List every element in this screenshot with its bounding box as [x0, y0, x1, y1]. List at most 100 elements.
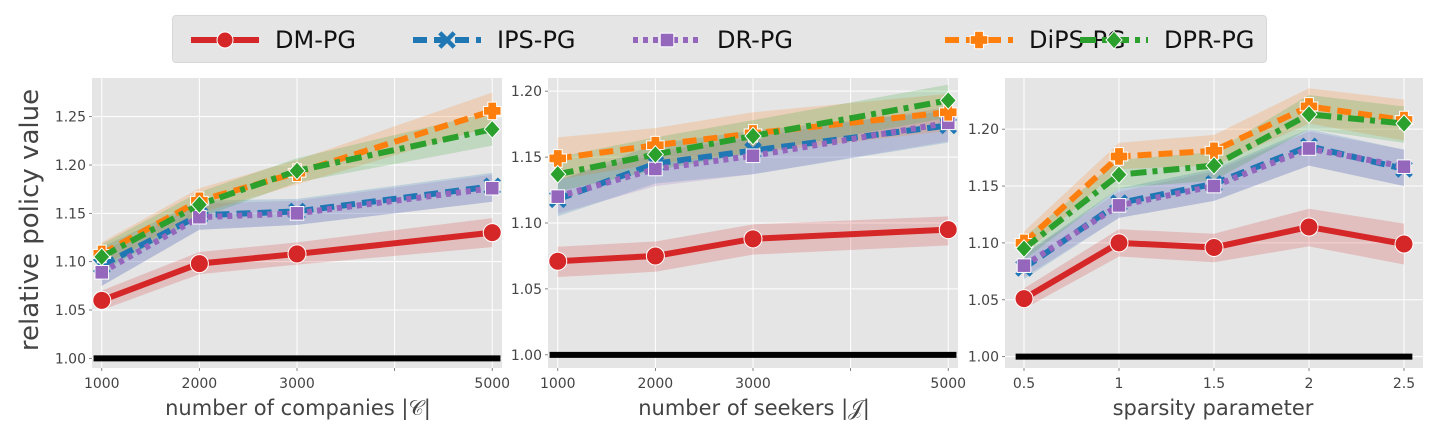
confidence-band-dpr-pg [101, 111, 493, 272]
y-tick-label: 1.10 [968, 236, 999, 252]
data-point-dm-pg [287, 244, 307, 264]
data-point-dpr-pg [1110, 165, 1128, 185]
x-tick-label: 5000 [474, 376, 510, 392]
data-point-dpr-pg [549, 164, 567, 184]
data-point-dips-pg [548, 149, 568, 168]
data-point-dr-pg [1111, 198, 1127, 213]
data-point-dr-pg [1396, 159, 1412, 175]
confidence-band-dips-pg [1024, 88, 1404, 255]
panel-3: 0.5 1 1.5 2 2.5 1.00 1.05 1.10 1.15 1.20 [968, 78, 1423, 392]
confidence-band-ips-pg [1024, 129, 1404, 280]
y-tick-label: 1.15 [511, 150, 542, 166]
data-point-dr-pg [1301, 141, 1317, 156]
series-line-dpr-pg [1022, 111, 1405, 251]
data-point-dpr-pg [93, 247, 111, 267]
data-point-dm-pg [1299, 217, 1319, 237]
data-point-dm-pg [1394, 234, 1414, 254]
data-point-dm-pg [938, 220, 958, 240]
legend-item-dm-pg: DM-PG [189, 16, 356, 64]
legend-item-dips-pg: DiPS-PG [943, 16, 1126, 64]
x-marker-icon [413, 31, 481, 49]
x-tick-label: 5000 [930, 376, 966, 392]
series-line-dpr-pg [557, 97, 949, 178]
data-point-dm-pg [548, 251, 568, 271]
x-tick-label: 0.5 [1013, 376, 1035, 392]
data-point-dr-pg [1206, 178, 1222, 194]
series-line-dr-pg [1022, 145, 1405, 269]
data-point-dm-pg [189, 254, 209, 274]
y-tick-label: 1.25 [55, 110, 86, 126]
y-tick-label: 1.10 [55, 255, 86, 271]
confidence-band-dr-pg [1024, 131, 1404, 278]
data-point-dm-pg [645, 246, 665, 266]
x-tick-label: 2000 [182, 376, 218, 392]
x-tick-label: 1000 [540, 376, 576, 392]
series-line-dr-pg [556, 119, 949, 200]
legend-item-dr-pg: DR-PG [631, 16, 793, 64]
x-tick-label: 1.5 [1203, 376, 1225, 392]
x-tick-label: 3000 [735, 376, 771, 392]
legend-marker [969, 30, 989, 50]
legend: DM-PG IPS-PG DR-PG DiPS-PG DPR-PG [172, 15, 1267, 63]
y-tick-label: 1.20 [511, 84, 542, 100]
x-tick-label: 1000 [84, 376, 120, 392]
data-point-dpr-pg [483, 119, 501, 139]
legend-marker [438, 31, 456, 49]
legend-label: DM-PG [275, 26, 356, 54]
x-tick-label: 1 [1115, 376, 1124, 392]
diamond-marker-icon [1080, 30, 1148, 50]
legend-label: IPS-PG [497, 26, 576, 54]
legend-label: DPR-PG [1164, 26, 1255, 54]
data-point-dips-pg [938, 102, 958, 122]
circle-marker-icon [191, 31, 259, 49]
data-point-dm-pg [1014, 289, 1034, 309]
data-point-dpr-pg [288, 161, 306, 181]
x-axis-label-seekers: number of seekers |𝒥| [638, 396, 870, 420]
confidence-band-dr-pg [101, 174, 493, 286]
data-point-dpr-pg [1395, 113, 1413, 134]
x-tick-label: 3000 [279, 376, 315, 392]
data-point-dr-pg [648, 161, 663, 177]
data-point-dr-pg [745, 148, 761, 164]
series-line-dm-pg [100, 229, 493, 304]
data-point-dr-pg [550, 189, 566, 204]
data-point-dpr-pg [646, 144, 665, 164]
y-tick-label: 1.05 [55, 303, 86, 319]
series-line-dm-pg [557, 226, 949, 265]
y-tick-label: 1.05 [968, 293, 999, 309]
panel-1: 1000 2000 3000 5000 1.00 1.05 1.10 1.15 1.20 1.25 [55, 78, 510, 392]
data-point-dm-pg [92, 290, 112, 310]
panel-2: 1000 2000 3000 5000 1.00 1.05 1.10 1.15 1.20 [511, 78, 966, 392]
x-axis-label-companies: number of companies |𝒞| [165, 396, 431, 420]
data-point-dpr-pg [1205, 156, 1223, 176]
x-tick-label: 2000 [638, 376, 674, 392]
series-line-dips-pg [557, 109, 949, 162]
y-tick-label: 1.10 [511, 216, 542, 232]
legend-marker [1105, 30, 1123, 50]
y-tick-label: 1.15 [968, 179, 999, 195]
y-tick-label: 1.00 [968, 350, 999, 366]
data-point-dips-pg [1204, 141, 1224, 161]
x-tick-label: 2 [1305, 376, 1314, 392]
data-point-dpr-pg [939, 90, 957, 110]
data-point-dr-pg [1016, 258, 1032, 273]
y-tick-label: 1.05 [511, 282, 542, 298]
data-point-dr-pg [94, 265, 110, 280]
x-axis-label-sparsity: sparsity parameter [1112, 396, 1314, 420]
series-line-dr-pg [100, 185, 493, 275]
data-point-dpr-pg [1015, 239, 1033, 259]
data-point-dm-pg [743, 229, 763, 249]
data-point-dm-pg [1204, 237, 1224, 257]
x-tick-label: 2.5 [1393, 376, 1415, 392]
confidence-band-dpr-pg [1024, 95, 1404, 260]
y-tick-label: 1.00 [55, 351, 86, 367]
legend-item-ips-pg: IPS-PG [411, 16, 576, 64]
data-point-dpr-pg [744, 126, 762, 146]
legend-marker [216, 31, 234, 49]
data-point-dm-pg [1109, 233, 1129, 253]
series-line-dpr-pg [100, 126, 493, 260]
data-point-dpr-pg [1300, 104, 1318, 124]
plus-marker-icon [945, 30, 1013, 50]
y-tick-label: 1.15 [55, 206, 86, 222]
